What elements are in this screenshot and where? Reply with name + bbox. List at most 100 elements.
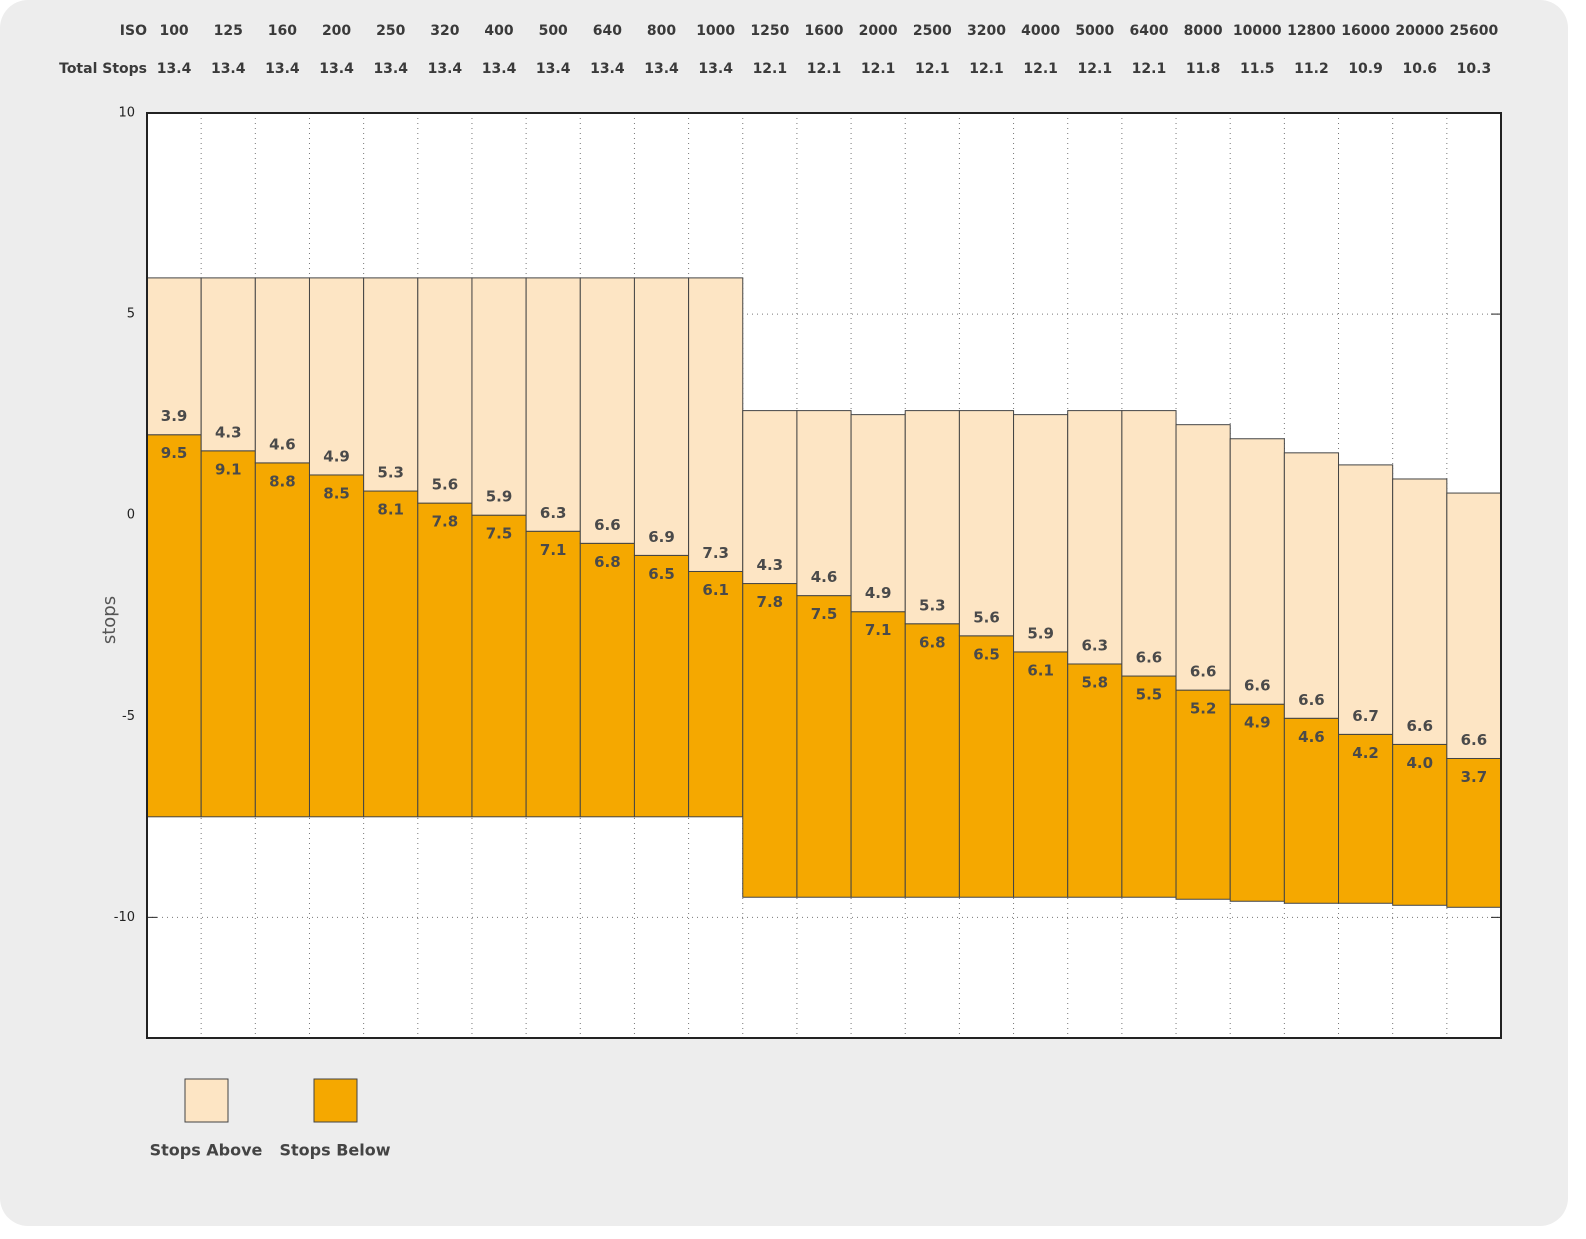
bar-segment (1283, 717, 1340, 904)
legend-swatch (313, 1078, 358, 1123)
y-tick-label: 0 (127, 508, 135, 523)
bar-segment (1446, 757, 1502, 908)
bar-segment (1175, 689, 1231, 900)
bar-segment (200, 450, 256, 818)
data-label: 4.9 (1244, 714, 1271, 732)
iso-label: 800 (647, 23, 676, 39)
total-stops-label: 10.9 (1348, 61, 1383, 77)
data-label: 4.6 (269, 435, 296, 453)
bar-segment (958, 635, 1015, 898)
iso-label: 2500 (913, 23, 952, 39)
bar-segment (363, 277, 419, 492)
bar-segment (742, 410, 798, 585)
iso-label: 12800 (1287, 23, 1336, 39)
total-stops-label: 10.3 (1457, 61, 1492, 77)
total-stops-label: 13.4 (373, 61, 408, 77)
bar-segment (688, 277, 744, 572)
bar-segment (688, 570, 744, 818)
y-tick-label: 5 (127, 307, 135, 322)
data-label: 7.1 (865, 621, 892, 639)
data-label: 5.9 (1027, 624, 1054, 642)
bar-segment (1392, 743, 1448, 906)
total-stops-label: 13.4 (157, 61, 192, 77)
total-stops-label: 12.1 (969, 61, 1004, 77)
bar-segment (796, 410, 852, 597)
data-label: 9.5 (161, 444, 188, 462)
data-label: 6.6 (1298, 691, 1325, 709)
iso-label: 125 (214, 23, 243, 39)
data-label: 6.6 (1461, 731, 1488, 749)
data-label: 6.8 (594, 553, 621, 571)
data-label: 4.2 (1352, 744, 1379, 762)
iso-label: 160 (268, 23, 297, 39)
bar-segment (1229, 438, 1285, 705)
bar-segment (363, 490, 419, 818)
data-label: 6.6 (1136, 649, 1163, 667)
data-label: 6.9 (648, 528, 675, 546)
total-stops-label: 13.4 (428, 61, 463, 77)
bar-segment (525, 530, 581, 818)
total-stops-label: 10.6 (1402, 61, 1437, 77)
iso-label: 640 (593, 23, 622, 39)
bar-segment (1067, 410, 1123, 665)
bar-segment (958, 410, 1015, 637)
total-stops-label: 13.4 (265, 61, 300, 77)
iso-label: 20000 (1395, 23, 1444, 39)
total-stops-label: 13.4 (319, 61, 354, 77)
data-label: 5.2 (1190, 700, 1217, 718)
total-stops-label: 11.2 (1294, 61, 1329, 77)
total-stops-label: 13.4 (482, 61, 517, 77)
iso-label: 5000 (1075, 23, 1114, 39)
bar-segment (1338, 733, 1394, 904)
data-label: 8.5 (323, 484, 350, 502)
data-label: 6.5 (648, 565, 675, 583)
iso-label: 2000 (859, 23, 898, 39)
bar-segment (1013, 651, 1069, 898)
total-stops-label: 12.1 (1078, 61, 1113, 77)
data-label: 6.5 (973, 645, 1000, 663)
data-label: 6.1 (1027, 661, 1054, 679)
data-label: 5.3 (919, 596, 946, 614)
bar-segment (308, 474, 365, 818)
data-label: 8.8 (269, 472, 296, 490)
total-stops-label: 13.4 (211, 61, 246, 77)
iso-label: 16000 (1341, 23, 1390, 39)
data-label: 7.8 (432, 513, 459, 531)
total-stops-label: 11.5 (1240, 61, 1275, 77)
data-label: 3.7 (1461, 768, 1488, 786)
bar-segment (417, 502, 473, 818)
bar-segment (1338, 464, 1394, 735)
data-label: 4.6 (811, 568, 838, 586)
total-stops-label: 12.1 (1132, 61, 1167, 77)
iso-label: 250 (376, 23, 405, 39)
bar-segment (525, 277, 581, 532)
iso-label: 100 (159, 23, 188, 39)
bar-segment (579, 277, 635, 544)
data-label: 4.0 (1406, 754, 1433, 772)
data-label: 3.9 (161, 407, 188, 425)
data-label: 9.1 (215, 460, 242, 478)
bar-segment (633, 554, 690, 818)
bar-segment (796, 595, 852, 898)
y-axis-label: stops (99, 596, 120, 644)
iso-label: 400 (484, 23, 513, 39)
iso-label: 6400 (1129, 23, 1168, 39)
data-label: 4.9 (323, 447, 350, 465)
bar-segment (1121, 410, 1177, 677)
bar-segment (1013, 414, 1069, 653)
bar-segment (742, 583, 798, 898)
total-stops-label: 13.4 (590, 61, 625, 77)
legend-label: Stops Below (279, 1141, 390, 1160)
bar-segment (850, 611, 906, 898)
bar-segment (1175, 424, 1231, 691)
data-label: 5.9 (486, 488, 513, 506)
iso-label: 1250 (750, 23, 789, 39)
iso-label: 1000 (696, 23, 735, 39)
iso-label: 3200 (967, 23, 1006, 39)
data-label: 5.5 (1136, 686, 1163, 704)
bar-segment (850, 414, 906, 613)
total-stops-label: 12.1 (1023, 61, 1058, 77)
legend-swatch (184, 1078, 229, 1123)
data-label: 7.5 (486, 525, 513, 543)
